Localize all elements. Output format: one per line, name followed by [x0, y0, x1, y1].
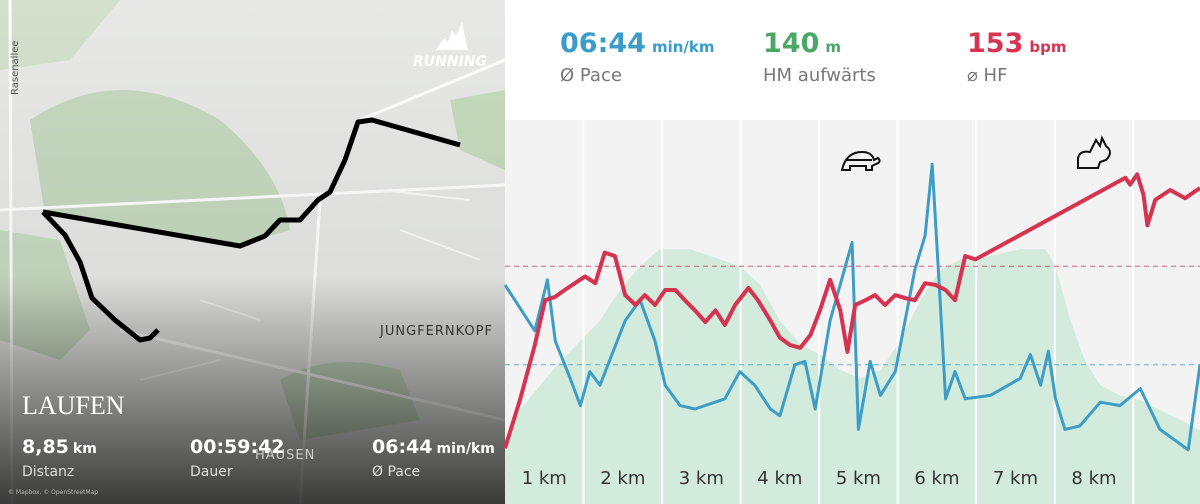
x-tick-label: 6 km — [914, 468, 959, 489]
attribution: © Mapbox, © OpenStreetMap — [8, 489, 98, 496]
series-line — [503, 172, 1200, 449]
stat-value: 140 — [763, 28, 820, 59]
activity-title: LAUFEN — [22, 391, 125, 420]
summary-stat: 153 bpm ⌀ HF — [967, 28, 1066, 86]
fast-icon — [1077, 135, 1111, 169]
stat-unit: bpm — [1029, 38, 1067, 56]
x-tick-label: 5 km — [836, 468, 881, 489]
x-tick-label: 8 km — [1071, 468, 1116, 489]
slow-icon — [840, 150, 881, 171]
x-tick-label: 4 km — [757, 468, 802, 489]
stat-value: 00:59:42 — [190, 436, 285, 458]
stat-unit: km — [72, 441, 97, 457]
map: RUNNING Rasenallee JUNGFERNKOPF HAUSEN L… — [0, 0, 505, 504]
summary-stat: 140 m HM aufwärts — [763, 28, 876, 86]
x-tick-label: 2 km — [600, 468, 645, 489]
place-label: JUNGFERNKOPF — [379, 324, 493, 339]
stat-label: Dauer — [190, 464, 233, 480]
stat-label: Ø Pace — [372, 464, 421, 480]
map-stat: 06:44 min/km Ø Pace — [372, 436, 495, 480]
elevation-area — [505, 249, 1200, 504]
stat-label: HM aufwärts — [763, 65, 876, 86]
plot-background — [505, 120, 1200, 504]
stat-label: ⌀ HF — [967, 65, 1008, 86]
x-tick-label: 1 km — [522, 468, 567, 489]
map-stat: 8,85 km Distanz — [22, 436, 97, 480]
stat-unit: min/km — [651, 38, 715, 56]
stat-label: Ø Pace — [560, 65, 622, 86]
map-stat: 00:59:42 Dauer — [190, 436, 285, 480]
brand: RUNNING — [413, 54, 487, 70]
x-tick-label: 7 km — [993, 468, 1038, 489]
summary-stat: 06:44 min/km Ø Pace — [560, 28, 715, 86]
street-label: Rasenallee — [10, 40, 21, 95]
stat-unit: min/km — [436, 441, 495, 457]
stat-value: 153 — [967, 28, 1024, 59]
stat-value: 06:44 — [560, 28, 646, 59]
stat-value: 8,85 — [22, 436, 69, 458]
stat-unit: m — [825, 38, 842, 56]
place-label: HAUSEN — [255, 448, 315, 463]
summary: 06:44 min/km Ø Pace 140 m HM aufwärts 153 bpm ⌀ … — [505, 0, 1200, 120]
stat-value: 06:44 — [372, 436, 433, 458]
series-line — [503, 162, 1200, 452]
stat-label: Distanz — [22, 464, 75, 480]
x-tick-label: 3 km — [679, 468, 724, 489]
